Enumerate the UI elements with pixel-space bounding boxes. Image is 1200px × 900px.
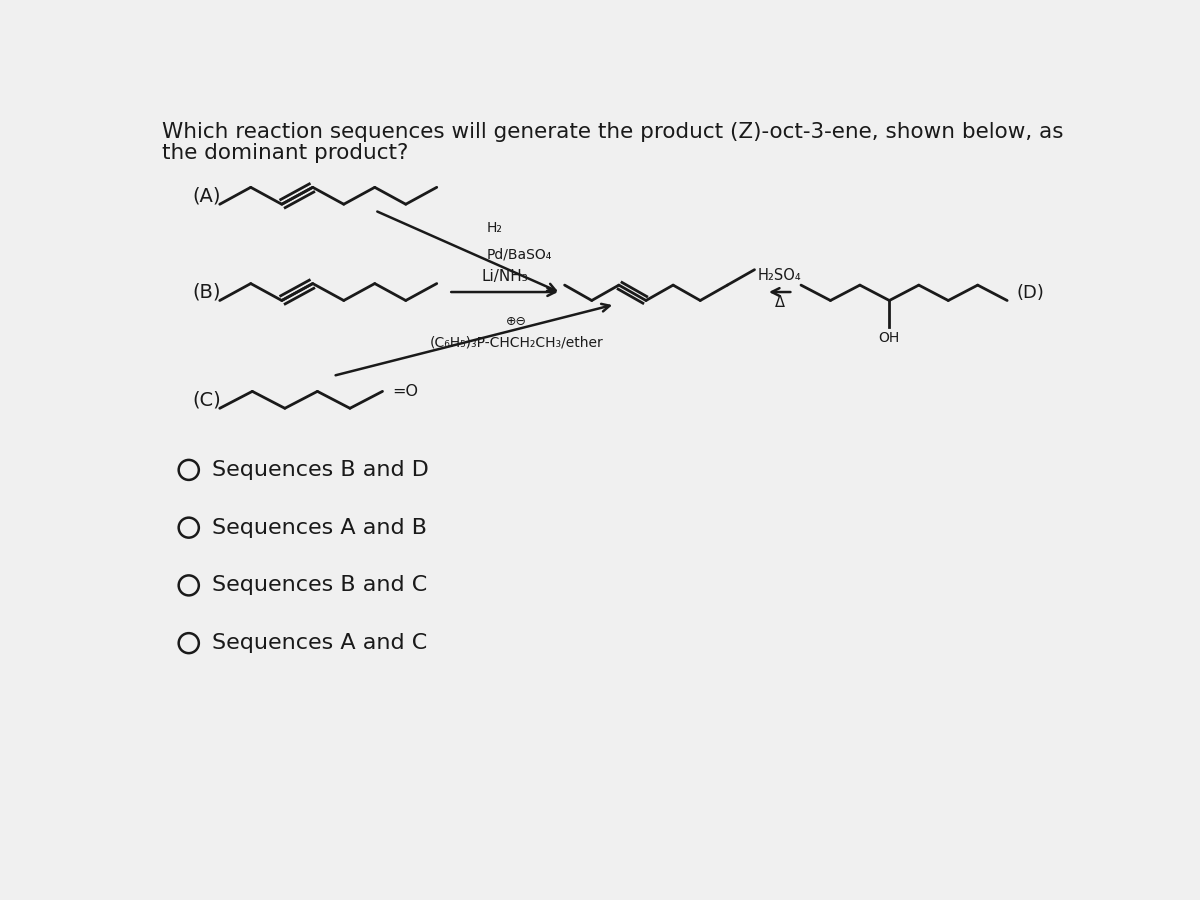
- Text: Δ: Δ: [775, 295, 785, 310]
- Text: H₂: H₂: [487, 220, 503, 235]
- Text: Pd/BaSO₄: Pd/BaSO₄: [487, 248, 552, 262]
- Text: (C₆H₅)₃P-CHCH₂CH₃/ether: (C₆H₅)₃P-CHCH₂CH₃/ether: [430, 336, 604, 349]
- Text: (C): (C): [193, 391, 221, 410]
- Text: =O: =O: [391, 384, 418, 399]
- Text: OH: OH: [878, 331, 900, 346]
- Text: Sequences A and B: Sequences A and B: [212, 518, 427, 537]
- Text: Which reaction sequences will generate the product (Z)-oct-3-ene, shown below, a: Which reaction sequences will generate t…: [162, 122, 1063, 142]
- Text: Sequences B and C: Sequences B and C: [212, 575, 427, 596]
- Text: (B): (B): [193, 283, 221, 302]
- Text: the dominant product?: the dominant product?: [162, 142, 408, 163]
- Text: ⊕⊖: ⊕⊖: [506, 315, 527, 328]
- Text: (D): (D): [1016, 284, 1044, 302]
- Text: (A): (A): [193, 186, 221, 205]
- Text: Sequences B and D: Sequences B and D: [212, 460, 428, 480]
- Text: Li/NH₃: Li/NH₃: [481, 269, 528, 284]
- Text: Sequences A and C: Sequences A and C: [212, 634, 427, 653]
- Text: H₂SO₄: H₂SO₄: [758, 268, 802, 283]
